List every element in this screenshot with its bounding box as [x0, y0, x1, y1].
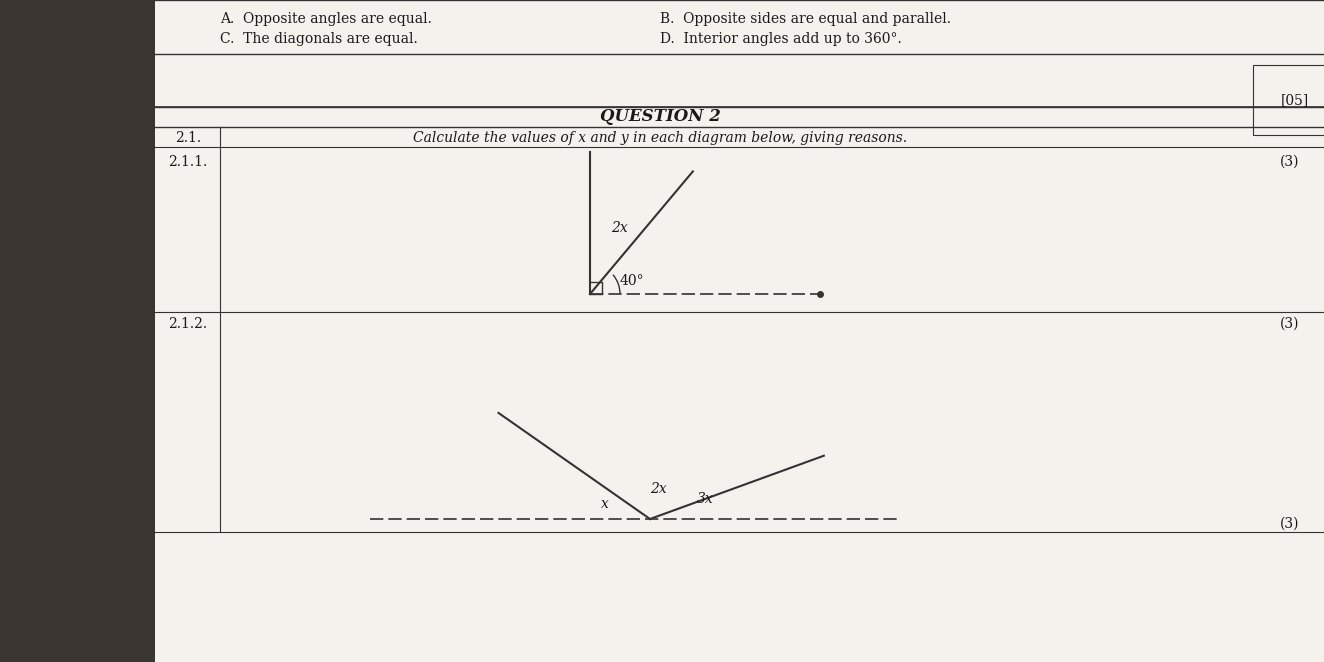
Text: 3x: 3x — [696, 492, 714, 506]
Text: 2.1.2.: 2.1.2. — [168, 317, 208, 331]
Text: Calculate the values of x and y in each diagram below, giving reasons.: Calculate the values of x and y in each … — [413, 131, 907, 145]
Text: x: x — [601, 497, 609, 511]
FancyBboxPatch shape — [155, 0, 1324, 662]
Text: C.  The diagonals are equal.: C. The diagonals are equal. — [220, 32, 418, 46]
Text: D.  Interior angles add up to 360°.: D. Interior angles add up to 360°. — [659, 32, 902, 46]
Text: 2x: 2x — [650, 482, 666, 496]
Text: (3): (3) — [1280, 517, 1300, 531]
Text: A.  Opposite angles are equal.: A. Opposite angles are equal. — [220, 12, 432, 26]
Text: B.  Opposite sides are equal and parallel.: B. Opposite sides are equal and parallel… — [659, 12, 951, 26]
Text: [05]: [05] — [1280, 93, 1309, 107]
Text: 40°: 40° — [620, 274, 645, 288]
FancyBboxPatch shape — [0, 0, 155, 662]
Text: (3): (3) — [1280, 155, 1300, 169]
Text: 2x: 2x — [612, 220, 628, 235]
Text: QUESTION 2: QUESTION 2 — [600, 107, 720, 124]
Text: (3): (3) — [1280, 317, 1300, 331]
Text: 2.1.1.: 2.1.1. — [168, 155, 208, 169]
Text: 2.1.: 2.1. — [175, 131, 201, 145]
